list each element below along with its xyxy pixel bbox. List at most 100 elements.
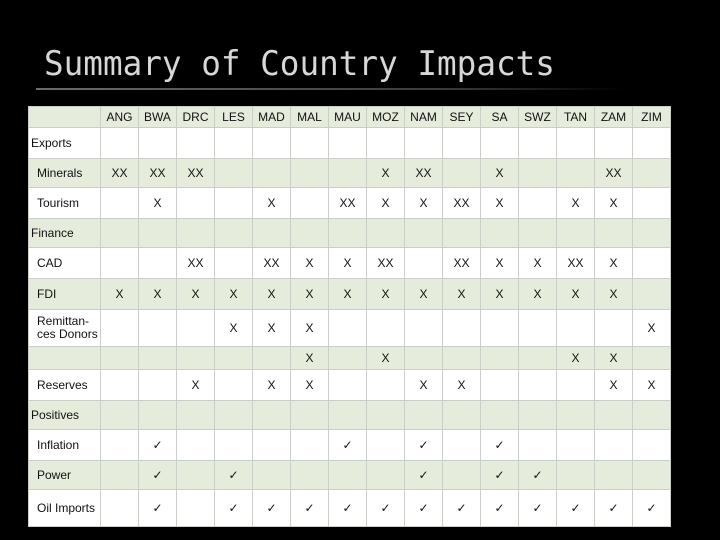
impact-cell	[214, 158, 253, 188]
impact-cell: X	[556, 187, 595, 219]
impact-cell: X	[556, 278, 595, 310]
country-header: SA	[480, 106, 519, 128]
empty-cell	[556, 127, 595, 159]
empty-cell	[138, 127, 177, 159]
empty-cell	[328, 218, 367, 248]
impact-cell	[214, 369, 253, 401]
impact-cell: X	[252, 278, 291, 310]
impact-cell: X	[214, 278, 253, 310]
impact-cell	[442, 158, 481, 188]
empty-cell	[632, 218, 671, 248]
impact-cell: X	[632, 369, 671, 401]
impact-cell	[100, 489, 139, 527]
impact-cell	[518, 309, 557, 347]
impact-cell: XX	[366, 247, 405, 279]
section-label: Exports	[28, 127, 101, 159]
impact-cell: X	[214, 309, 253, 347]
impact-cell	[290, 429, 329, 461]
section-row: Positives	[28, 400, 671, 430]
impact-row: Power ✓ ✓ ✓ ✓ ✓	[28, 460, 671, 490]
header-corner	[28, 106, 101, 128]
impact-cell: X	[480, 247, 519, 279]
impact-cell: X	[632, 309, 671, 347]
impact-cell: XX	[556, 247, 595, 279]
impact-cell	[176, 346, 215, 370]
impact-cell	[632, 346, 671, 370]
impact-cell	[138, 346, 177, 370]
check-icon-cell: ✓	[442, 489, 481, 527]
check-icon-cell: ✓	[138, 489, 177, 527]
row-label: Oil Imports	[28, 489, 101, 527]
impact-cell: X	[594, 247, 633, 279]
impact-cell: X	[290, 278, 329, 310]
impact-cell	[556, 158, 595, 188]
impact-cell	[366, 460, 405, 490]
impact-cell	[252, 460, 291, 490]
section-label: Finance	[28, 218, 101, 248]
row-label: FDI	[28, 278, 101, 310]
impact-cell	[252, 429, 291, 461]
impact-cell: X	[328, 278, 367, 310]
impact-cell	[290, 158, 329, 188]
empty-cell	[442, 218, 481, 248]
empty-cell	[138, 400, 177, 430]
impact-cell: X	[480, 187, 519, 219]
country-header: MAD	[252, 106, 291, 128]
row-label: Reserves	[28, 369, 101, 401]
impact-cell	[366, 369, 405, 401]
check-icon-cell: ✓	[480, 429, 519, 461]
impact-cell: X	[252, 309, 291, 347]
impact-cell: X	[556, 346, 595, 370]
impact-cell: XX	[594, 158, 633, 188]
impact-row: Oil Imports ✓ ✓ ✓ ✓ ✓ ✓ ✓ ✓ ✓ ✓ ✓ ✓ ✓	[28, 489, 671, 527]
impact-cell: X	[252, 369, 291, 401]
impact-cell	[518, 187, 557, 219]
impact-cell: X	[518, 278, 557, 310]
check-icon-cell: ✓	[328, 429, 367, 461]
impact-cell	[100, 369, 139, 401]
empty-cell	[252, 400, 291, 430]
section-row: Exports	[28, 127, 671, 159]
empty-cell	[404, 127, 443, 159]
country-header: NAM	[404, 106, 443, 128]
impact-cell: X	[328, 247, 367, 279]
impact-cell: X	[366, 278, 405, 310]
impact-row: FDI X X X X X X X X X X X X X X	[28, 278, 671, 310]
impact-cell	[518, 429, 557, 461]
empty-cell	[480, 127, 519, 159]
impact-cell: XX	[176, 158, 215, 188]
impact-cell	[328, 309, 367, 347]
check-icon-cell: ✓	[214, 489, 253, 527]
check-icon-cell: ✓	[556, 489, 595, 527]
impact-cell: X	[442, 369, 481, 401]
empty-cell	[518, 127, 557, 159]
title-divider	[36, 88, 626, 90]
check-icon-cell: ✓	[518, 460, 557, 490]
impact-cell	[404, 309, 443, 347]
impact-cell: X	[252, 187, 291, 219]
slide-title: Summary of Country Impacts	[44, 44, 555, 84]
country-header: DRC	[176, 106, 215, 128]
empty-cell	[366, 127, 405, 159]
country-impacts-table: ANG BWA DRC LES MAD MAL MAU MOZ NAM SEY …	[28, 106, 671, 527]
check-icon-cell: ✓	[404, 489, 443, 527]
impact-cell: X	[442, 278, 481, 310]
impact-row: Remittan-ces Donors X X X X	[28, 309, 671, 347]
impact-cell: X	[366, 346, 405, 370]
impact-cell: XX	[442, 247, 481, 279]
row-label: CAD	[28, 247, 101, 279]
check-icon-cell: ✓	[632, 489, 671, 527]
empty-cell	[290, 127, 329, 159]
empty-cell	[290, 400, 329, 430]
impact-cell	[100, 309, 139, 347]
impact-cell	[366, 429, 405, 461]
impact-cell	[594, 460, 633, 490]
impact-cell	[556, 309, 595, 347]
empty-cell	[594, 218, 633, 248]
header-row: ANG BWA DRC LES MAD MAL MAU MOZ NAM SEY …	[28, 106, 671, 128]
impact-cell	[100, 187, 139, 219]
impact-cell: XX	[252, 247, 291, 279]
country-header: BWA	[138, 106, 177, 128]
impact-cell: X	[594, 278, 633, 310]
